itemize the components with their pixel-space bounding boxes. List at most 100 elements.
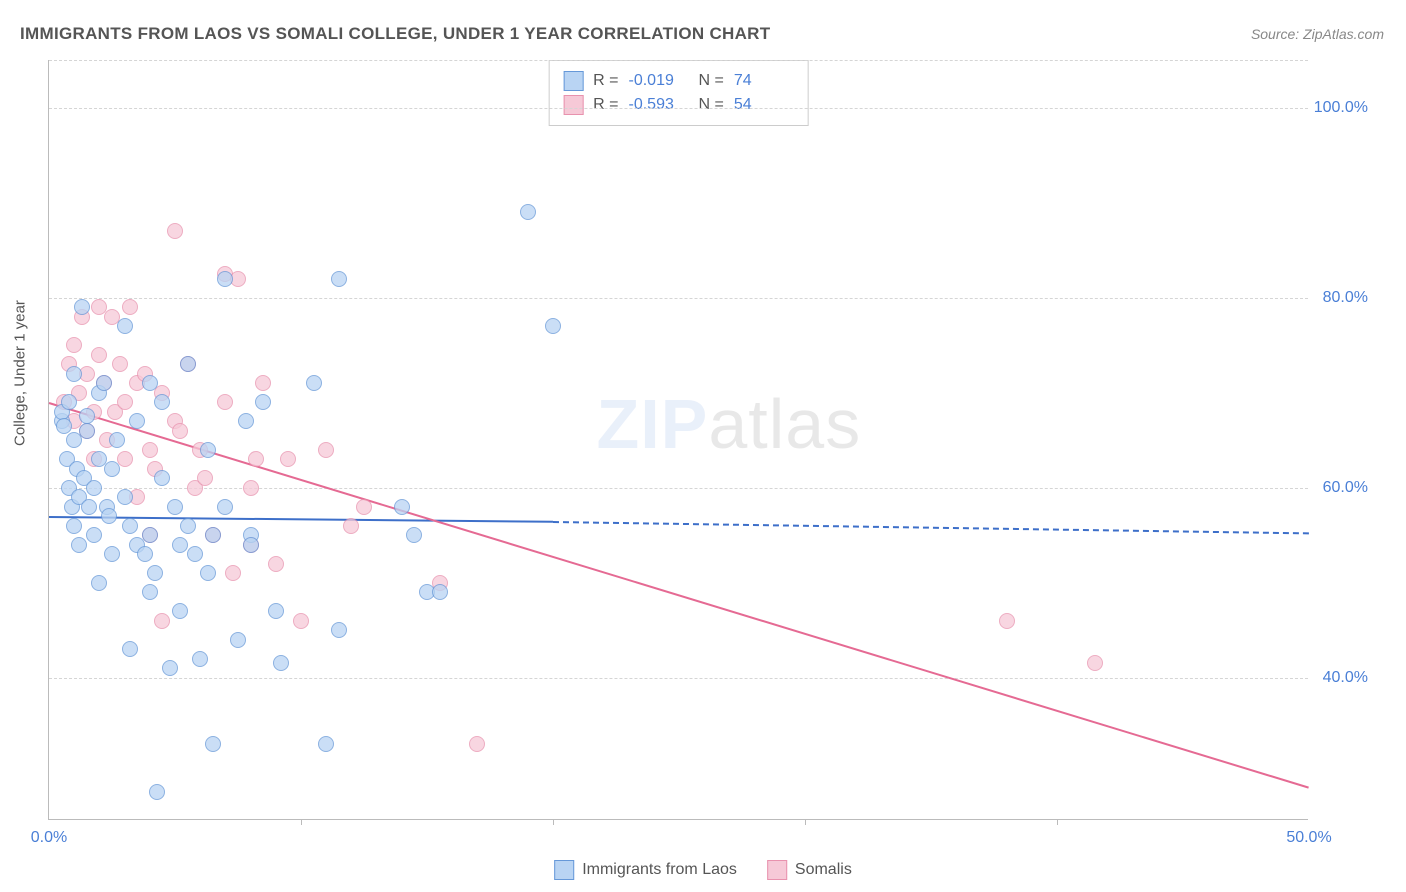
scatter-point-laos <box>104 461 120 477</box>
scatter-point-laos <box>432 584 448 600</box>
scatter-point-laos <box>520 204 536 220</box>
scatter-point-somali <box>255 375 271 391</box>
scatter-point-somali <box>280 451 296 467</box>
n-label: N = <box>699 96 724 114</box>
regression-extrapolate-laos <box>553 521 1309 534</box>
scatter-point-somali <box>356 499 372 515</box>
scatter-point-laos <box>147 565 163 581</box>
bottom-legend: Immigrants from Laos Somalis <box>554 860 852 880</box>
y-tick-label: 60.0% <box>1323 479 1368 497</box>
scatter-point-somali <box>243 480 259 496</box>
scatter-point-laos <box>230 632 246 648</box>
y-axis-label: College, Under 1 year <box>12 300 29 446</box>
scatter-point-laos <box>86 527 102 543</box>
x-tick-mark <box>1057 819 1058 825</box>
scatter-point-laos <box>273 655 289 671</box>
scatter-point-somali <box>217 394 233 410</box>
swatch-laos <box>554 860 574 880</box>
source-label: Source: <box>1251 26 1299 42</box>
scatter-point-laos <box>66 366 82 382</box>
x-tick-mark <box>553 819 554 825</box>
y-tick-label: 100.0% <box>1314 99 1368 117</box>
scatter-point-laos <box>394 499 410 515</box>
scatter-point-somali <box>248 451 264 467</box>
scatter-point-laos <box>243 537 259 553</box>
scatter-point-laos <box>104 546 120 562</box>
scatter-point-laos <box>117 489 133 505</box>
scatter-point-somali <box>112 356 128 372</box>
scatter-point-laos <box>101 508 117 524</box>
scatter-point-somali <box>343 518 359 534</box>
scatter-point-laos <box>122 641 138 657</box>
scatter-point-laos <box>217 271 233 287</box>
scatter-point-laos <box>200 565 216 581</box>
scatter-point-laos <box>56 418 72 434</box>
y-tick-label: 40.0% <box>1323 669 1368 687</box>
scatter-point-laos <box>129 413 145 429</box>
scatter-point-laos <box>255 394 271 410</box>
scatter-point-laos <box>91 575 107 591</box>
scatter-point-laos <box>238 413 254 429</box>
correlation-stats-box: R = -0.019 N = 74 R = -0.593 N = 54 <box>548 60 809 126</box>
y-tick-label: 80.0% <box>1323 289 1368 307</box>
scatter-point-laos <box>109 432 125 448</box>
scatter-point-somali <box>197 470 213 486</box>
r-label: R = <box>593 72 618 90</box>
legend-item-laos: Immigrants from Laos <box>554 860 737 880</box>
scatter-point-laos <box>180 356 196 372</box>
scatter-point-laos <box>96 375 112 391</box>
scatter-point-laos <box>217 499 233 515</box>
scatter-point-laos <box>172 603 188 619</box>
gridline <box>49 108 1308 109</box>
scatter-point-laos <box>142 375 158 391</box>
scatter-point-somali <box>142 442 158 458</box>
legend-label-laos: Immigrants from Laos <box>582 861 737 879</box>
scatter-point-laos <box>331 622 347 638</box>
scatter-point-somali <box>318 442 334 458</box>
gridline <box>49 678 1308 679</box>
r-value-laos: -0.019 <box>629 72 689 90</box>
chart-plot-area: ZIPatlas R = -0.019 N = 74 R = -0.593 N … <box>48 60 1308 820</box>
scatter-point-laos <box>142 584 158 600</box>
legend-label-somali: Somalis <box>795 861 852 879</box>
scatter-point-laos <box>162 660 178 676</box>
scatter-point-laos <box>117 318 133 334</box>
gridline <box>49 60 1308 61</box>
scatter-point-somali <box>225 565 241 581</box>
legend-item-somali: Somalis <box>767 860 852 880</box>
scatter-point-somali <box>66 337 82 353</box>
scatter-point-laos <box>66 518 82 534</box>
watermark: ZIPatlas <box>596 384 861 464</box>
source-name: ZipAtlas.com <box>1303 26 1384 42</box>
scatter-point-somali <box>999 613 1015 629</box>
scatter-point-laos <box>205 527 221 543</box>
scatter-point-laos <box>154 470 170 486</box>
scatter-point-laos <box>61 394 77 410</box>
scatter-point-laos <box>137 546 153 562</box>
scatter-point-laos <box>71 537 87 553</box>
scatter-point-somali <box>293 613 309 629</box>
scatter-point-laos <box>192 651 208 667</box>
scatter-point-somali <box>1087 655 1103 671</box>
scatter-point-laos <box>74 299 90 315</box>
scatter-point-laos <box>167 499 183 515</box>
scatter-point-laos <box>205 736 221 752</box>
scatter-point-laos <box>79 423 95 439</box>
gridline <box>49 298 1308 299</box>
scatter-point-laos <box>81 499 97 515</box>
scatter-point-somali <box>172 423 188 439</box>
scatter-point-somali <box>154 613 170 629</box>
r-label: R = <box>593 96 618 114</box>
n-label: N = <box>699 72 724 90</box>
scatter-point-somali <box>469 736 485 752</box>
scatter-point-laos <box>142 527 158 543</box>
scatter-point-somali <box>117 394 133 410</box>
watermark-atlas: atlas <box>708 385 861 463</box>
scatter-point-laos <box>200 442 216 458</box>
scatter-point-somali <box>167 223 183 239</box>
scatter-point-somali <box>91 347 107 363</box>
scatter-point-laos <box>187 546 203 562</box>
scatter-point-laos <box>180 518 196 534</box>
gridline <box>49 488 1308 489</box>
scatter-point-laos <box>154 394 170 410</box>
